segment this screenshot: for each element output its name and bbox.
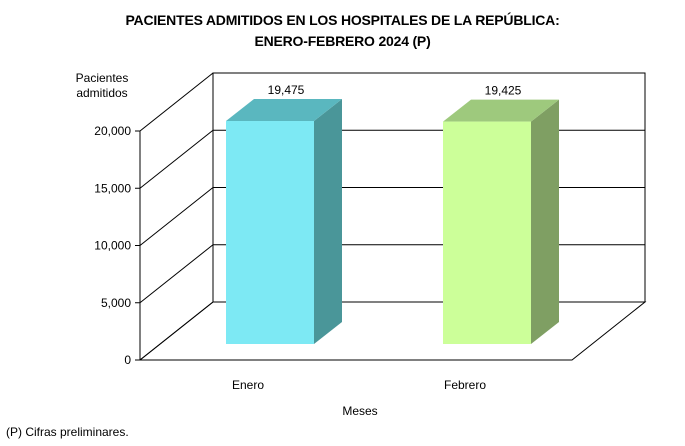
side-wall-gridline xyxy=(139,187,214,246)
bar-top-febrero xyxy=(443,99,559,122)
side-wall-gridline xyxy=(139,72,214,132)
bar-enero xyxy=(226,121,314,344)
y-tick-label: 5,000 xyxy=(101,296,131,310)
bar-febrero xyxy=(443,121,531,345)
x-axis-label: Meses xyxy=(342,404,378,418)
y-axis-label: Pacientes admitidos xyxy=(62,71,142,101)
side-wall-gridline xyxy=(139,129,214,189)
bar-side-febrero xyxy=(531,99,559,345)
chart-title-line2: ENERO-FEBRERO 2024 (P) xyxy=(254,33,431,49)
y-axis-label-line2: admitidos xyxy=(76,86,128,100)
x-tick-label: Febrero xyxy=(444,378,486,392)
bar-side-enero xyxy=(314,99,342,344)
y-tick-label: 20,000 xyxy=(94,124,131,138)
floor xyxy=(138,301,647,361)
footnote: (P) Cifras preliminares. xyxy=(6,425,129,439)
y-tick-label: 10,000 xyxy=(94,239,131,253)
x-tick-label: Enero xyxy=(232,378,264,392)
bar-top-enero xyxy=(226,99,342,122)
data-label: 19,475 xyxy=(268,83,305,97)
y-tick-label: 15,000 xyxy=(94,181,131,195)
data-label: 19,425 xyxy=(485,84,522,98)
side-wall-gridline xyxy=(139,244,214,304)
chart-title-line1: PACIENTES ADMITIDOS EN LOS HOSPITALES DE… xyxy=(125,12,560,28)
y-tick-label: 0 xyxy=(124,353,131,367)
y-axis-label-line1: Pacientes xyxy=(75,71,129,85)
